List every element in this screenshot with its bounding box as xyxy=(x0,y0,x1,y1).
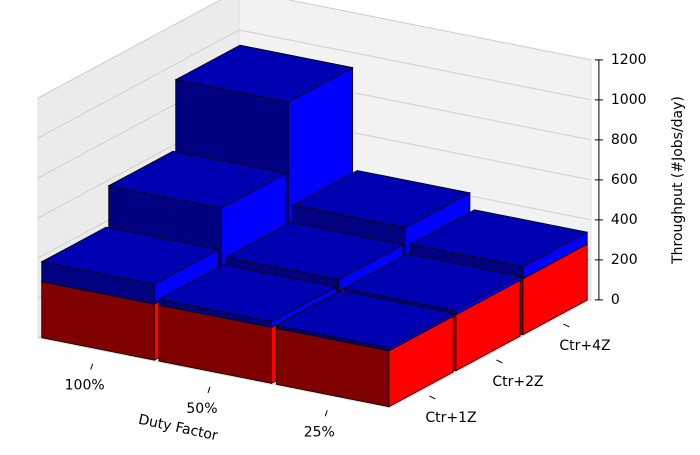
x-tick-label: 50% xyxy=(186,401,217,417)
bar xyxy=(40,226,220,305)
x-tick xyxy=(324,410,328,417)
bar xyxy=(409,209,589,280)
grid-line xyxy=(37,29,591,139)
bar xyxy=(275,290,455,352)
bar-top xyxy=(40,226,220,285)
z-tick-label: 1000 xyxy=(611,92,647,108)
x-tick-label: 100% xyxy=(65,378,105,394)
y-tick-label: Ctr+4Z xyxy=(559,338,610,354)
y-tick xyxy=(496,359,503,364)
bar-top xyxy=(275,290,455,349)
bar-top xyxy=(174,44,354,103)
y-tick xyxy=(429,395,436,400)
bar xyxy=(224,222,405,293)
z-tick-label: 400 xyxy=(611,212,638,228)
y-tick xyxy=(563,323,570,328)
z-tick-label: 0 xyxy=(611,292,620,308)
z-tick-label: 800 xyxy=(611,132,638,148)
y-tick-label: Ctr+1Z xyxy=(425,410,476,426)
z-tick-label: 600 xyxy=(611,172,638,188)
z-tick-label: 200 xyxy=(611,252,638,268)
bar-top xyxy=(342,253,522,312)
grid-line xyxy=(37,0,591,99)
y-tick-label: Ctr+2Z xyxy=(492,374,543,390)
bar-top xyxy=(107,150,287,209)
bar-top xyxy=(291,170,472,228)
bar xyxy=(342,253,522,316)
x-tick xyxy=(90,363,94,370)
bar-top xyxy=(224,222,405,280)
bar-top xyxy=(409,209,589,268)
z-tick-label: 1200 xyxy=(611,52,647,68)
z-axis-label: Throughput (#Jobs/day) xyxy=(670,96,686,265)
x-tick xyxy=(207,386,211,394)
x-tick-label: 25% xyxy=(304,424,335,440)
bar xyxy=(157,264,338,329)
bar-top xyxy=(157,264,338,322)
